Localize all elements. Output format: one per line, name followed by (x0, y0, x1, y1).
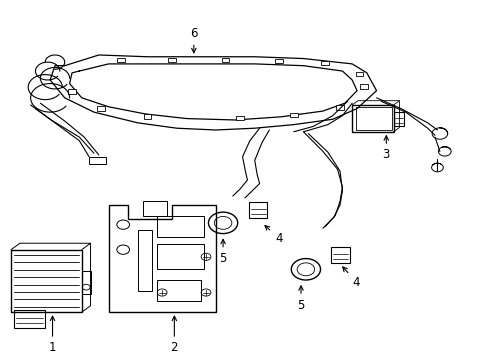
Text: 4: 4 (276, 232, 283, 245)
Polygon shape (321, 61, 329, 65)
Polygon shape (168, 58, 176, 62)
Circle shape (297, 263, 315, 276)
Polygon shape (361, 84, 368, 89)
Text: 6: 6 (190, 27, 197, 40)
Text: 1: 1 (49, 341, 56, 354)
Polygon shape (98, 107, 105, 111)
Polygon shape (336, 105, 344, 110)
Polygon shape (117, 58, 124, 63)
Polygon shape (356, 72, 364, 76)
Text: 4: 4 (353, 276, 360, 289)
Polygon shape (221, 58, 229, 62)
Circle shape (214, 216, 232, 229)
Polygon shape (236, 116, 244, 120)
Text: 3: 3 (383, 148, 390, 162)
Text: 2: 2 (171, 341, 178, 354)
Polygon shape (290, 113, 297, 117)
Text: 5: 5 (297, 298, 305, 311)
Polygon shape (275, 59, 283, 63)
Polygon shape (68, 89, 76, 94)
Polygon shape (144, 114, 151, 118)
Text: 5: 5 (220, 252, 227, 265)
